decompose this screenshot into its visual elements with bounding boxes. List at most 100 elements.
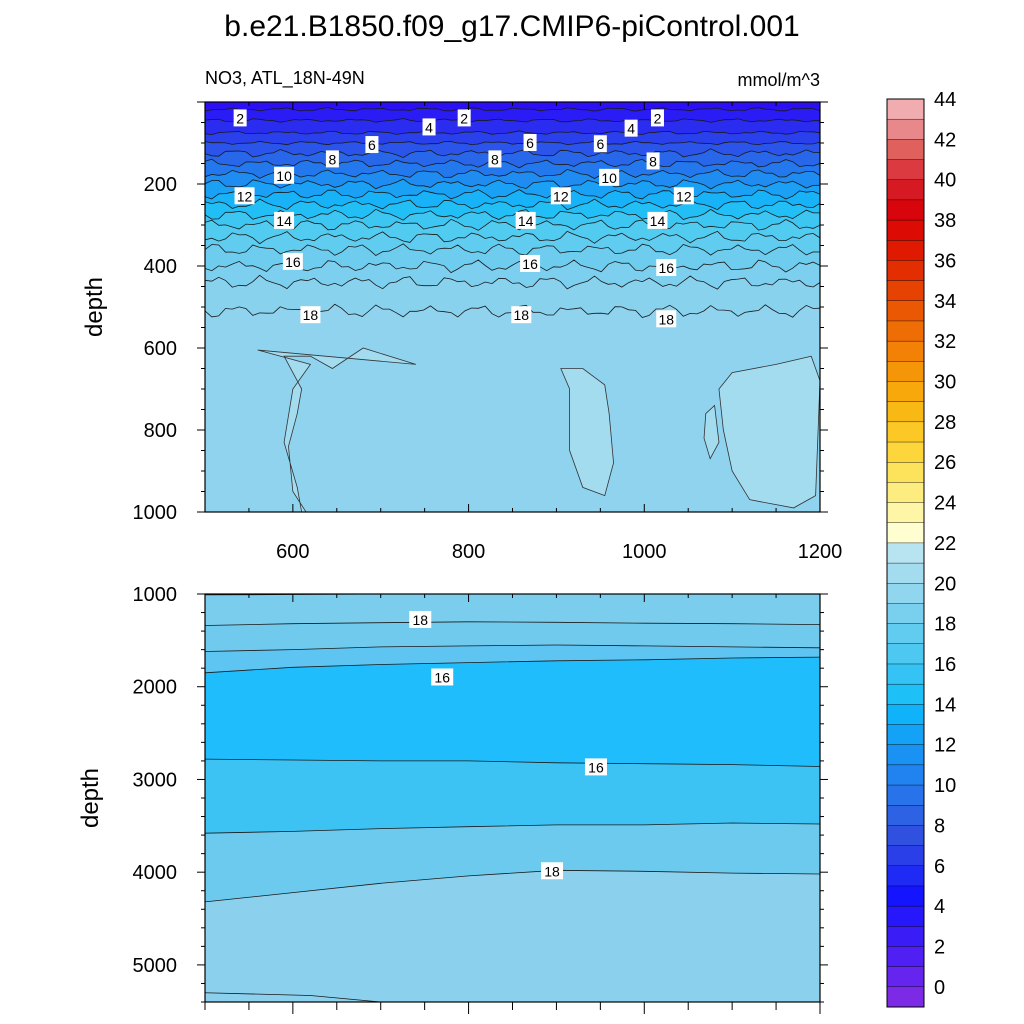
colorbar-box <box>886 724 925 746</box>
contour-label: 16 <box>431 668 454 686</box>
contour-label: 18 <box>409 610 432 628</box>
y-tick-label: 600 <box>144 338 177 360</box>
colorbar-box <box>886 583 925 604</box>
svg-text:18: 18 <box>513 307 529 323</box>
colorbar-box <box>886 744 925 766</box>
colorbar-tick-label: 20 <box>934 573 956 595</box>
colorbar-box <box>886 320 925 342</box>
colorbar-frame <box>886 98 925 1008</box>
upper-contour-line <box>205 259 820 274</box>
svg-text:10: 10 <box>601 170 617 186</box>
svg-text:8: 8 <box>491 151 499 167</box>
colorbar-box <box>886 300 925 322</box>
svg-text:6: 6 <box>368 137 376 153</box>
colorbar-box <box>886 825 925 847</box>
lower-band <box>205 657 820 767</box>
upper-contour-line <box>205 158 820 169</box>
contour-label: 4 <box>422 118 436 136</box>
contour-label: 2 <box>233 109 247 127</box>
lower-contour-line <box>205 822 820 834</box>
lower-contour-line <box>205 758 820 767</box>
upper-contour-line <box>205 107 820 112</box>
y-tick-label: 400 <box>144 256 177 278</box>
upper-contour-line <box>205 168 820 179</box>
colorbar-tick-label: 0 <box>934 977 945 999</box>
colorbar-box <box>886 441 925 463</box>
contour-label: 18 <box>541 862 564 880</box>
upper-inner-patch <box>718 355 820 509</box>
colorbar-tick-label: 44 <box>934 89 956 111</box>
colorbar-tick-label: 38 <box>934 210 956 232</box>
colorbar-box <box>886 502 925 524</box>
colorbar-box <box>886 805 925 826</box>
contour-label: 12 <box>673 187 694 205</box>
svg-text:6: 6 <box>596 136 604 152</box>
colorbar-tick-label: 18 <box>934 614 956 636</box>
svg-text:8: 8 <box>649 153 657 169</box>
colorbar-box <box>886 381 925 403</box>
contour-label: 8 <box>325 150 339 168</box>
lower-contour-line <box>205 644 820 652</box>
upper-contour-line <box>205 274 820 290</box>
svg-text:18: 18 <box>303 307 319 323</box>
lower-contour-line <box>205 656 820 674</box>
colorbar-box <box>886 260 925 282</box>
svg-text:16: 16 <box>658 260 674 276</box>
y-tick-label: 1000 <box>133 584 178 606</box>
lower-filled-contours <box>205 594 820 1002</box>
colorbar-tick-label: 10 <box>934 775 956 797</box>
x-tick-label: 800 <box>452 541 485 563</box>
upper-contour-line <box>205 208 820 221</box>
upper-inner-patch <box>560 368 614 497</box>
svg-text:6: 6 <box>526 135 534 151</box>
colorbar-box <box>886 139 925 161</box>
colorbar-tick-label: 42 <box>934 129 956 151</box>
svg-text:12: 12 <box>676 188 692 204</box>
colorbar-tick-label: 26 <box>934 452 956 474</box>
contour-label: 4 <box>624 119 638 137</box>
svg-text:4: 4 <box>425 119 433 135</box>
colorbar-box <box>886 926 925 947</box>
contour-label: 18 <box>511 306 532 324</box>
lower-y-axis-title: depth <box>77 768 104 828</box>
colorbar-box <box>886 603 925 625</box>
y-tick-label: 800 <box>144 420 177 442</box>
lower-axes: 1000 2000 3000 4000 5000 <box>133 584 828 1014</box>
upper-contour-line <box>205 148 820 159</box>
colorbar-box <box>886 764 925 786</box>
contour-label: 6 <box>523 134 537 151</box>
y-tick-label: 4000 <box>133 862 178 884</box>
contour-label: 6 <box>365 136 379 154</box>
colorbar-box <box>886 986 925 1008</box>
colorbar-tick-label: 28 <box>934 412 956 434</box>
colorbar-box <box>886 885 925 907</box>
svg-text:4: 4 <box>627 121 635 137</box>
colorbar-tick-label: 32 <box>934 331 956 353</box>
contour-label: 8 <box>646 152 660 170</box>
contour-label: 18 <box>656 310 677 328</box>
colorbar-tick-label: 40 <box>934 170 956 192</box>
colorbar-box <box>886 946 925 968</box>
contour-label: 12 <box>550 187 571 205</box>
colorbar-box <box>886 199 925 221</box>
colorbar-box <box>886 482 925 504</box>
colorbar-box <box>886 542 925 564</box>
x-tick-label: 1200 <box>798 541 843 563</box>
upper-contour-line <box>205 140 820 146</box>
y-tick-label: 2000 <box>133 677 178 699</box>
colorbar-tick-label: 6 <box>934 856 945 878</box>
svg-text:8: 8 <box>328 151 336 167</box>
colorbar-box <box>886 865 925 887</box>
colorbar: 0246810121416182022242628303234363840424… <box>886 89 956 1008</box>
contour-label: 14 <box>647 211 668 229</box>
svg-text:16: 16 <box>522 256 538 272</box>
upper-contour-line <box>205 118 820 123</box>
contour-label: 6 <box>593 135 607 153</box>
lower-band <box>205 823 820 902</box>
colorbar-box <box>886 462 925 483</box>
colorbar-box <box>886 421 925 443</box>
colorbar-tick-label: 12 <box>934 735 956 757</box>
svg-text:18: 18 <box>544 863 560 879</box>
colorbar-box <box>886 905 925 927</box>
